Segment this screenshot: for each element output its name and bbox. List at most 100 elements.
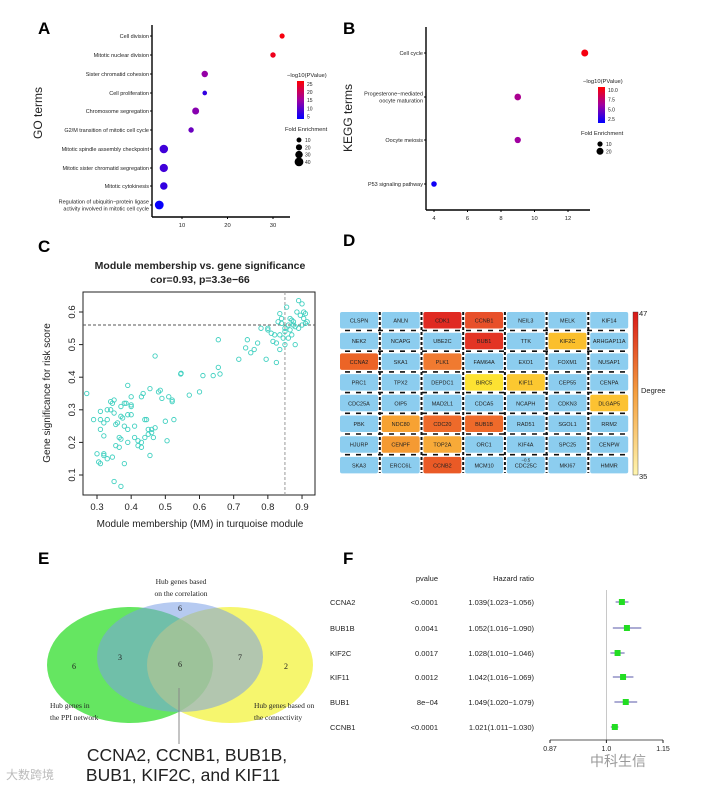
gene-node[interactable]: CDKN3 — [548, 394, 587, 412]
gene-node[interactable]: PBK — [340, 415, 378, 433]
gene-node-box — [590, 332, 629, 350]
gene-node[interactable]: SKA3 — [340, 456, 378, 474]
x-tick-label: 4 — [432, 216, 436, 222]
term-dot — [202, 90, 208, 96]
gene-node-label: BUB1 — [477, 339, 491, 345]
gene-node[interactable]: HJURP — [340, 436, 378, 453]
gene-node[interactable]: CDC25A — [340, 394, 378, 412]
data-point — [121, 423, 127, 429]
data-point — [142, 416, 148, 423]
color-legend-title: −log10(PValue) — [287, 73, 327, 79]
gene-node[interactable]: PLK1 — [423, 353, 462, 370]
gene-node[interactable]: CDK1 — [423, 312, 462, 329]
gene-node[interactable]: MCM10 — [465, 456, 504, 474]
gene-node-box — [340, 456, 378, 474]
term-label: Regulation of ubiquitin−protein ligase — [59, 200, 149, 206]
gene-node[interactable]: BIRC5 — [465, 374, 504, 391]
gene-node[interactable]: MKI67 — [548, 456, 587, 474]
gene-node[interactable]: ERCC6L — [381, 456, 420, 474]
size-legend-label: 10 — [305, 138, 311, 144]
gene-node[interactable]: TTK — [506, 332, 545, 350]
gene-node-box — [381, 415, 420, 432]
gene-node-label: NEK2 — [352, 339, 366, 345]
gene-node[interactable]: UBE2C — [423, 332, 462, 350]
data-point — [111, 478, 117, 485]
data-point — [118, 436, 124, 442]
size-legend-title: Fold Enrichment — [285, 127, 328, 133]
gene-node-label: ORC1 — [476, 443, 491, 449]
gene-node[interactable]: KIF2C — [548, 332, 587, 350]
data-point — [287, 327, 293, 333]
gene-node-box — [506, 394, 545, 412]
gene-node[interactable]: KIF11 — [506, 374, 545, 391]
gene-node[interactable]: BUB1 — [465, 332, 504, 350]
data-point — [104, 456, 110, 462]
gene-node[interactable]: DLGAP5 — [590, 394, 629, 412]
gene-node[interactable]: SKA1 — [381, 353, 420, 370]
data-point — [111, 397, 117, 403]
data-point — [285, 322, 292, 328]
term-label: P53 signaling pathway — [368, 182, 423, 188]
venn-label-correlation: on the correlation — [155, 589, 208, 598]
gene-node[interactable]: SGOL1 — [548, 415, 587, 433]
gene-node[interactable]: CENPA — [590, 374, 629, 391]
data-point — [273, 359, 280, 366]
gene-node[interactable]: NEIL3 — [506, 312, 545, 329]
gene-node[interactable]: CENPF — [381, 436, 420, 453]
gene-node[interactable]: CCNB1 — [465, 312, 504, 329]
header-hazard-ratio: Hazard ratio — [493, 574, 534, 583]
gene-node[interactable]: NCAPH — [506, 394, 545, 412]
gene-node[interactable]: PRC1 — [340, 374, 378, 391]
x-tick-label: 0.3 — [90, 502, 103, 513]
gene-node[interactable]: TPX2 — [381, 374, 420, 391]
gene-node-box — [590, 374, 629, 391]
gene-node[interactable]: KIF14 — [590, 312, 629, 329]
gene-node-box — [548, 374, 587, 391]
gene-node[interactable]: BUB1B — [465, 415, 504, 433]
gene-node[interactable]: ARHGAP11A — [590, 332, 629, 350]
gene-node[interactable]: FOXM1 — [548, 353, 587, 370]
gene-label: BUB1 — [330, 698, 350, 707]
gene-node[interactable]: HMMR — [590, 456, 629, 474]
venn-label-connectivity: Hub genes based on — [254, 701, 314, 710]
gene-node[interactable]: CEP55 — [548, 374, 587, 391]
gene-node[interactable]: OIP5 — [381, 394, 420, 412]
data-point — [121, 460, 127, 467]
color-legend-tick: 10 — [307, 106, 313, 112]
gene-node[interactable]: ORC1 — [465, 436, 504, 453]
gene-node-box — [548, 353, 587, 370]
gene-node[interactable]: RAD51 — [506, 415, 545, 433]
gene-node[interactable]: NUSAP1 — [590, 353, 629, 370]
gene-node[interactable]: SPC25 — [548, 436, 587, 453]
gene-node[interactable]: TOP2A — [423, 436, 462, 453]
gene-node[interactable]: NCAPG — [381, 332, 420, 350]
gene-node[interactable]: CENPW — [590, 436, 629, 453]
gene-node[interactable]: NDC80 — [381, 415, 420, 433]
gene-node[interactable]: MELK — [548, 312, 587, 329]
gene-node[interactable]: MAD2L1 — [423, 394, 462, 412]
gene-node[interactable]: FAM64A — [465, 353, 504, 370]
gene-node-box — [465, 312, 504, 329]
gene-node-box — [548, 436, 587, 453]
x-tick-label: 0.9 — [295, 502, 308, 513]
gene-node[interactable]: KIF4A — [506, 436, 545, 453]
gene-node[interactable]: EXO1 — [506, 353, 545, 370]
gene-node[interactable]: CLSPN — [340, 312, 378, 329]
gene-node-label: CENPF — [391, 443, 410, 449]
gene-node[interactable]: CCNA2 — [340, 353, 378, 370]
data-point — [145, 426, 151, 433]
gene-node[interactable]: CDC20 — [423, 415, 462, 433]
gene-node[interactable]: CDC25C — [506, 456, 545, 474]
color-legend-bar — [297, 81, 304, 119]
gene-node[interactable]: ANLN — [381, 312, 420, 329]
gene-node-box — [465, 374, 504, 391]
gene-node[interactable]: RRM2 — [590, 415, 629, 433]
color-legend-tick: 5 — [307, 114, 310, 120]
gene-node[interactable]: NEK2 — [340, 332, 378, 350]
data-point — [90, 416, 97, 423]
gene-node[interactable]: CDCA5 — [465, 394, 504, 412]
gene-node-label: BIRC5 — [476, 381, 492, 387]
gene-node[interactable]: CCNB2 — [423, 456, 462, 474]
gene-node[interactable]: DEPDC1 — [423, 374, 462, 391]
